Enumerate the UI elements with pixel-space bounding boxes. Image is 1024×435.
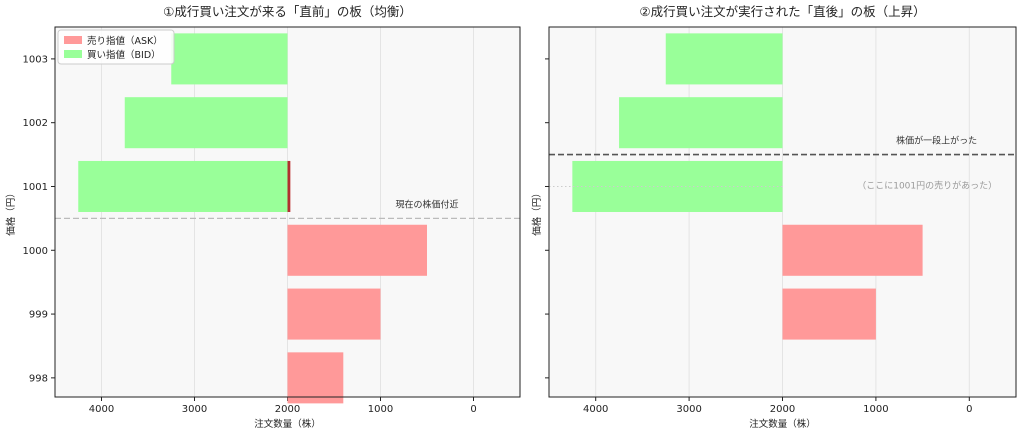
plot-frame xyxy=(54,26,521,398)
y-tick-label: 1001 xyxy=(23,182,48,193)
ask-bar xyxy=(287,224,427,276)
legend-swatch-ask xyxy=(64,36,82,44)
y-tick-label: 999 xyxy=(29,310,48,321)
x-tick-label: 1000 xyxy=(863,404,888,415)
legend-swatch-bid xyxy=(64,50,82,58)
legend: 売り指値（ASK） 買い指値（BID） xyxy=(57,29,175,65)
bid-bar xyxy=(665,33,783,85)
ask-bar xyxy=(287,352,344,404)
legend-label-ask: 売り指値（ASK） xyxy=(87,35,163,47)
y-tick-label: 998 xyxy=(29,373,48,384)
x-tick-label: 2000 xyxy=(770,404,795,415)
legend-label-bid: 買い指値（BID） xyxy=(87,49,161,61)
x-tick-label: 0 xyxy=(470,404,476,415)
bid-bar xyxy=(78,160,288,212)
former-ask-note: （ここに1001円の売りがあった） xyxy=(857,179,997,191)
price-reference-label: 現在の株価付近 xyxy=(395,198,458,210)
y-tick-label: 1002 xyxy=(23,118,48,129)
ask-bar-thin-edge xyxy=(287,160,291,212)
x-axis-label: 注文数量（株） xyxy=(254,418,321,430)
chart-title: ②成行買い注文が実行された「直後」の板（上昇） xyxy=(639,4,925,19)
chart-title: ①成行買い注文が来る「直前」の板（均衡） xyxy=(163,4,412,19)
bid-bar xyxy=(171,33,288,85)
y-axis-label: 価格（円） xyxy=(531,188,543,236)
x-tick-label: 2000 xyxy=(275,404,300,415)
x-tick-label: 4000 xyxy=(583,404,608,415)
chart-panel-1: 4000 3000 2000 1000 0 998 999 1000 1001 1002 1003 現… xyxy=(5,4,521,430)
price-reference-label: 株価が一段上がった xyxy=(896,135,977,147)
ask-bar xyxy=(287,288,381,340)
bid-bar xyxy=(124,97,288,149)
ask-bar xyxy=(782,224,923,276)
x-tick-label: 3000 xyxy=(182,404,207,415)
x-tick-label: 0 xyxy=(966,404,972,415)
x-tick-label: 1000 xyxy=(368,404,393,415)
ask-bar xyxy=(782,288,876,340)
y-tick-label: 1000 xyxy=(23,246,48,257)
y-tick-label: 1003 xyxy=(23,54,48,65)
x-tick-label: 4000 xyxy=(89,404,114,415)
plot-frame xyxy=(548,26,1017,398)
chart-panel-2: 4000 3000 2000 1000 0 株価が一段上がった （ここに1001円の売りがあ… xyxy=(531,4,1017,430)
y-axis-label: 価格（円） xyxy=(5,188,17,236)
x-axis-label: 注文数量（株） xyxy=(749,418,816,430)
legend-box xyxy=(57,29,175,65)
bid-bar xyxy=(619,97,783,149)
x-tick-label: 3000 xyxy=(676,404,701,415)
